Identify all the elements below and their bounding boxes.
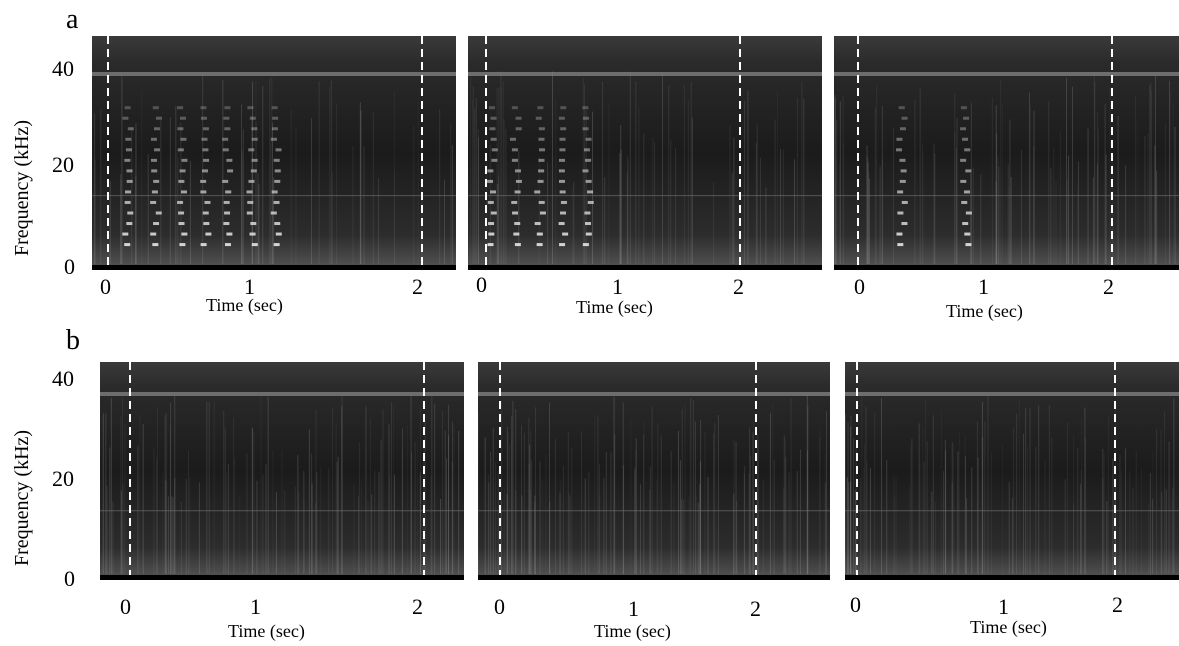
y-axis-label-b: Frequency (kHz) bbox=[11, 429, 33, 566]
x-tick-b2-2: 2 bbox=[750, 596, 761, 621]
x-axis-label-b3: Time (sec) bbox=[970, 617, 1047, 637]
x-tick-b1-2: 2 bbox=[412, 594, 423, 619]
y-tick-0-b: 0 bbox=[64, 566, 75, 591]
x-tick-a3-0: 0 bbox=[854, 274, 865, 299]
x-tick-b2-0: 0 bbox=[494, 594, 505, 619]
spectrogram-a3-image bbox=[834, 36, 1179, 270]
y-axis-label-a: Frequency (kHz) bbox=[11, 119, 33, 256]
y-tick-40-b: 40 bbox=[52, 366, 74, 391]
panel-letter-a: a bbox=[66, 4, 79, 35]
y-tick-0-a: 0 bbox=[64, 254, 75, 279]
x-tick-b3-1: 1 bbox=[998, 594, 1009, 619]
x-tick-b2-1: 1 bbox=[628, 596, 639, 621]
x-tick-a2-2: 2 bbox=[733, 274, 744, 299]
x-axis-label-b2: Time (sec) bbox=[594, 621, 671, 641]
x-tick-a2-1: 1 bbox=[612, 274, 623, 299]
panel-letter-b: b bbox=[66, 325, 80, 356]
spectrogram-a2 bbox=[468, 36, 822, 270]
x-axis-label-b1: Time (sec) bbox=[228, 621, 305, 641]
spectrogram-b1-image bbox=[100, 362, 464, 580]
x-tick-a1-0: 0 bbox=[100, 274, 111, 299]
spectrogram-b1 bbox=[100, 362, 464, 580]
spectrogram-b2 bbox=[478, 362, 830, 580]
x-tick-b3-0: 0 bbox=[850, 592, 861, 617]
spectrogram-b3 bbox=[845, 362, 1179, 580]
x-tick-a3-2: 2 bbox=[1103, 274, 1114, 299]
x-axis-label-a3: Time (sec) bbox=[946, 301, 1023, 321]
spectrogram-a3 bbox=[834, 36, 1179, 270]
y-tick-40-a: 40 bbox=[52, 56, 74, 81]
spectrogram-a1-image bbox=[92, 36, 456, 270]
y-tick-20-a: 20 bbox=[52, 152, 74, 177]
y-tick-20-b: 20 bbox=[52, 466, 74, 491]
x-tick-b1-1: 1 bbox=[250, 594, 261, 619]
x-axis-label-a2: Time (sec) bbox=[576, 297, 653, 317]
x-tick-a1-1: 1 bbox=[244, 274, 255, 299]
x-tick-b3-2: 2 bbox=[1112, 592, 1123, 617]
x-axis-label-a1: Time (sec) bbox=[206, 295, 283, 315]
x-tick-b1-0: 0 bbox=[120, 594, 131, 619]
x-tick-a3-1: 1 bbox=[978, 274, 989, 299]
spectrogram-a2-image bbox=[468, 36, 822, 270]
spectrogram-b2-image bbox=[478, 362, 830, 580]
spectrogram-b3-image bbox=[845, 362, 1179, 580]
x-tick-a1-2: 2 bbox=[412, 274, 423, 299]
spectrogram-a1 bbox=[92, 36, 456, 270]
x-tick-a2-0: 0 bbox=[476, 272, 487, 297]
